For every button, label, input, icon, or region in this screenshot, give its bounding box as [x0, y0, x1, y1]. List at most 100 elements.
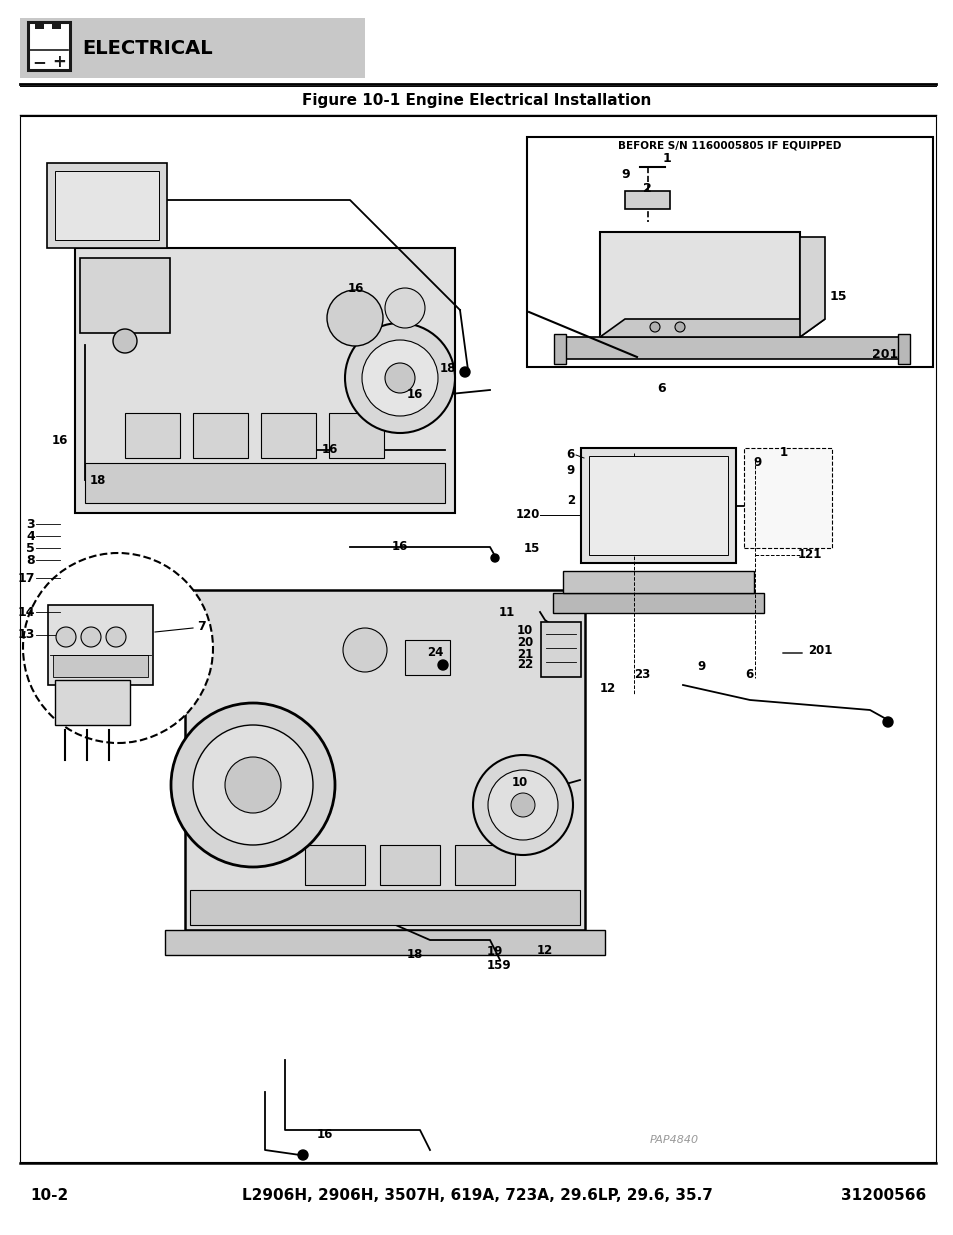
Text: 3: 3 [27, 517, 35, 531]
Text: 2: 2 [642, 183, 651, 195]
Text: 16: 16 [406, 388, 423, 401]
Bar [55, 170, 159, 240]
Text: 12: 12 [537, 944, 553, 956]
Text: 6: 6 [657, 383, 665, 395]
Text: 10-2: 10-2 [30, 1188, 69, 1203]
Bar [165, 930, 604, 955]
Text: Figure 10-1 Engine Electrical Installation: Figure 10-1 Engine Electrical Installati… [302, 93, 651, 107]
Text: 7: 7 [196, 620, 206, 632]
Bar [125, 412, 180, 458]
Text: 18: 18 [90, 473, 107, 487]
Text: PAP4840: PAP4840 [649, 1135, 699, 1145]
Bar [540, 622, 580, 677]
Text: 12: 12 [599, 682, 616, 694]
Circle shape [385, 288, 424, 329]
Circle shape [112, 329, 137, 353]
Bar [599, 232, 800, 337]
Text: 14: 14 [17, 605, 35, 619]
Bar [455, 845, 515, 885]
Circle shape [491, 555, 498, 562]
Bar [305, 845, 365, 885]
Text: 1: 1 [780, 446, 787, 458]
Text: −: − [32, 53, 46, 70]
Circle shape [171, 703, 335, 867]
Text: 13: 13 [17, 629, 35, 641]
Bar [261, 412, 315, 458]
Circle shape [511, 793, 535, 818]
Text: 4: 4 [27, 530, 35, 542]
Circle shape [437, 659, 448, 671]
Text: +: + [52, 53, 66, 70]
Bar [80, 258, 170, 333]
Bar [588, 456, 727, 555]
Bar [75, 248, 455, 513]
Text: 8: 8 [27, 553, 35, 567]
Bar [193, 412, 248, 458]
Text: 201: 201 [807, 643, 832, 657]
Bar [553, 593, 763, 613]
Text: 17: 17 [17, 572, 35, 584]
Circle shape [385, 363, 415, 393]
Text: 201: 201 [871, 347, 898, 361]
Text: 9: 9 [620, 168, 629, 182]
Text: 16: 16 [316, 1128, 333, 1141]
Text: 6: 6 [744, 668, 753, 682]
Circle shape [23, 553, 213, 743]
Circle shape [193, 725, 313, 845]
Text: 18: 18 [439, 362, 456, 374]
Circle shape [882, 718, 892, 727]
Bar [28, 22, 70, 70]
Text: 2: 2 [566, 494, 575, 506]
Text: 1: 1 [662, 152, 671, 165]
Bar [624, 191, 669, 209]
Text: 121: 121 [797, 548, 821, 562]
Text: 120: 120 [515, 509, 539, 521]
Circle shape [345, 324, 455, 433]
Text: 16: 16 [348, 283, 364, 295]
Text: 10: 10 [517, 624, 533, 636]
Circle shape [56, 627, 76, 647]
Bar [53, 655, 148, 677]
Bar [85, 463, 444, 503]
Circle shape [297, 1150, 308, 1160]
Text: 22: 22 [517, 658, 533, 672]
Circle shape [459, 367, 470, 377]
Text: 16: 16 [392, 540, 408, 553]
Circle shape [106, 627, 126, 647]
Circle shape [225, 757, 281, 813]
Bar [554, 333, 565, 364]
Text: 11: 11 [498, 605, 515, 619]
Polygon shape [599, 319, 824, 337]
Bar [20, 19, 365, 78]
Text: L2906H, 2906H, 3507H, 619A, 723A, 29.6LP, 29.6, 35.7: L2906H, 2906H, 3507H, 619A, 723A, 29.6LP… [241, 1188, 712, 1203]
Text: 10: 10 [512, 776, 528, 789]
Bar [561, 337, 901, 359]
Text: 24: 24 [426, 646, 443, 659]
Bar [329, 412, 384, 458]
Text: 19: 19 [486, 945, 503, 958]
Bar [47, 163, 167, 248]
Bar [526, 137, 932, 367]
Text: 31200566: 31200566 [840, 1188, 925, 1203]
Text: 159: 159 [486, 960, 511, 972]
Text: 15: 15 [829, 290, 846, 304]
Text: 15: 15 [523, 541, 539, 555]
Text: 5: 5 [27, 541, 35, 555]
Bar [379, 845, 439, 885]
Circle shape [488, 769, 558, 840]
Circle shape [675, 322, 684, 332]
Circle shape [343, 629, 387, 672]
Bar [20, 116, 935, 1162]
Text: 6: 6 [566, 448, 575, 462]
Circle shape [327, 290, 382, 346]
Circle shape [361, 340, 437, 416]
Text: 9: 9 [697, 661, 705, 673]
Circle shape [473, 755, 573, 855]
Text: 21: 21 [517, 647, 533, 661]
Bar [185, 590, 584, 930]
Bar [35, 22, 44, 28]
Bar [562, 571, 753, 593]
Polygon shape [800, 237, 824, 337]
Bar [405, 640, 450, 676]
Text: BEFORE S/N 1160005805 IF EQUIPPED: BEFORE S/N 1160005805 IF EQUIPPED [618, 141, 841, 151]
